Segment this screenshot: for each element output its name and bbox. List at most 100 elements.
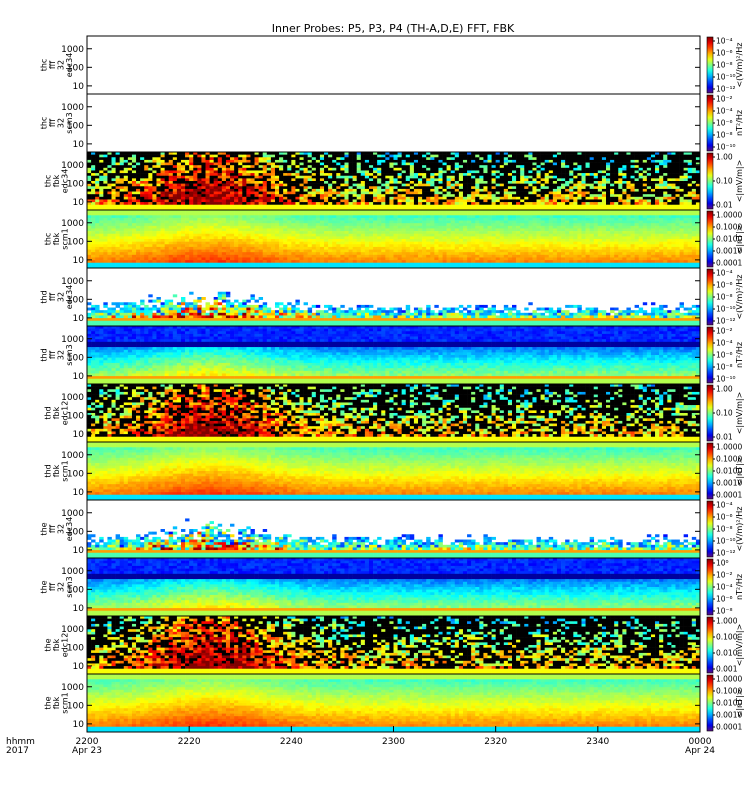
heatmap-cell <box>373 173 378 177</box>
heatmap-cell <box>360 265 366 269</box>
heatmap-cell <box>368 265 374 269</box>
heatmap-cell <box>127 191 133 195</box>
heatmap-cell <box>556 194 562 198</box>
heatmap-cell <box>185 191 190 195</box>
heatmap-cell <box>467 170 472 174</box>
heatmap-cell <box>401 159 407 163</box>
heatmap-cell <box>373 231 378 235</box>
heatmap-cell <box>348 167 353 171</box>
heatmap-cell <box>426 191 431 195</box>
heatmap-cell <box>687 199 693 203</box>
heatmap-cell <box>279 223 284 227</box>
heatmap-cell <box>258 202 264 206</box>
heatmap-cell <box>193 159 198 163</box>
heatmap-cell <box>287 223 292 227</box>
heatmap-cell <box>140 254 145 258</box>
heatmap-cell <box>303 252 308 256</box>
heatmap-cell <box>593 152 599 155</box>
heatmap-cell <box>638 157 644 161</box>
heatmap-cell <box>197 199 202 203</box>
heatmap-cell <box>630 154 635 158</box>
heatmap-cell <box>328 241 333 245</box>
heatmap-cell <box>299 217 304 221</box>
heatmap-cell <box>91 236 96 240</box>
heatmap-cell <box>344 265 349 269</box>
heatmap-cell <box>291 231 296 235</box>
heatmap-cell <box>131 260 137 264</box>
heatmap-cell <box>295 186 300 190</box>
heatmap-cell <box>418 170 423 174</box>
heatmap-cell <box>185 170 190 174</box>
heatmap-cell <box>458 188 464 192</box>
heatmap-cell <box>176 249 182 253</box>
heatmap-cell <box>471 207 476 211</box>
heatmap-cell <box>193 241 198 245</box>
heatmap-cell <box>393 186 398 190</box>
heatmap-cell <box>193 204 198 208</box>
heatmap-cell <box>225 265 231 269</box>
heatmap-cell <box>610 194 615 198</box>
heatmap-cell <box>103 170 108 174</box>
heatmap-cell <box>172 241 178 245</box>
heatmap-cell <box>209 188 214 192</box>
heatmap-cell <box>246 260 251 264</box>
heatmap-cell <box>565 186 570 190</box>
heatmap-cell <box>279 231 284 235</box>
heatmap-cell <box>156 225 161 229</box>
heatmap-cell <box>176 217 182 221</box>
heatmap-cell <box>111 181 116 184</box>
heatmap-cell <box>115 241 120 245</box>
heatmap-cell <box>610 188 615 192</box>
heatmap-cell <box>164 254 170 258</box>
heatmap-cell <box>401 162 407 166</box>
heatmap-cell <box>516 178 521 182</box>
heatmap-cell <box>189 220 194 224</box>
heatmap-cell <box>401 165 407 169</box>
heatmap-cell <box>413 170 419 174</box>
heatmap-cell <box>307 165 313 169</box>
heatmap-cell <box>201 183 206 187</box>
heatmap-cell <box>516 202 521 206</box>
heatmap-cell <box>491 194 496 198</box>
heatmap-cell <box>274 225 280 229</box>
heatmap-cell <box>397 202 402 206</box>
heatmap-cell <box>254 215 259 219</box>
heatmap-cell <box>405 194 411 198</box>
heatmap-cell <box>111 178 116 182</box>
heatmap-cell <box>667 188 672 192</box>
heatmap-cell <box>295 173 300 177</box>
heatmap-cell <box>131 225 137 229</box>
heatmap-cell <box>491 196 496 200</box>
heatmap-cell <box>291 178 296 182</box>
heatmap-cell <box>111 186 116 190</box>
heatmap-cell <box>299 170 304 174</box>
heatmap-cell <box>585 165 590 169</box>
heatmap-cell <box>103 186 108 190</box>
heatmap-cell <box>446 167 452 171</box>
heatmap-cell <box>634 186 639 190</box>
heatmap-cell <box>634 157 639 161</box>
heatmap-cell <box>283 260 288 264</box>
heatmap-cell <box>189 154 194 158</box>
heatmap-cell <box>426 159 431 163</box>
heatmap-cell <box>295 199 300 203</box>
heatmap-cell <box>180 178 186 182</box>
heatmap-cell <box>471 154 476 158</box>
heatmap-cell <box>471 186 476 190</box>
heatmap-cell <box>663 167 668 171</box>
heatmap-cell <box>589 152 595 155</box>
heatmap-cell <box>242 254 247 258</box>
heatmap-cell <box>597 173 603 177</box>
heatmap-cell <box>405 183 411 187</box>
heatmap-cell <box>389 207 394 211</box>
heatmap-cell <box>503 170 509 174</box>
heatmap-cell <box>164 262 170 266</box>
heatmap-cell <box>544 154 550 158</box>
heatmap-cell <box>409 154 415 158</box>
heatmap-cell <box>148 260 153 264</box>
heatmap-cell <box>573 188 578 192</box>
heatmap-cell <box>291 152 296 155</box>
heatmap-cell <box>279 167 284 171</box>
heatmap-cell <box>160 173 165 177</box>
heatmap-cell <box>368 246 374 250</box>
